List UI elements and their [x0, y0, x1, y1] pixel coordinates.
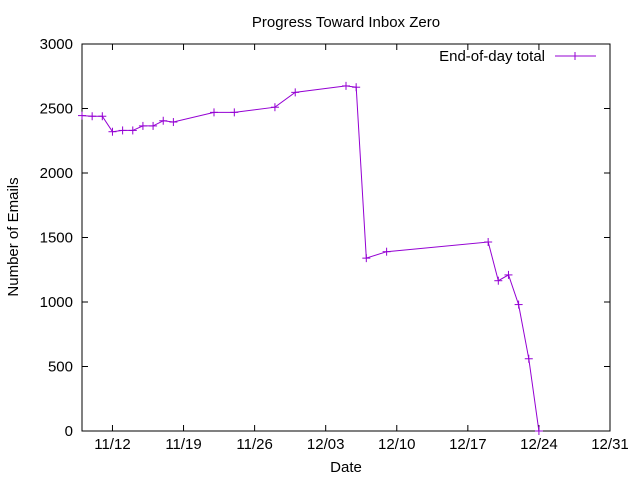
legend: End-of-day total	[439, 48, 596, 65]
series-layer	[78, 81, 543, 435]
y-tick-label: 2000	[40, 165, 73, 182]
x-tick-label: 12/10	[378, 436, 416, 453]
data-point	[270, 103, 279, 112]
data-point	[128, 126, 137, 135]
data-point	[118, 126, 127, 135]
data-point	[230, 108, 239, 117]
x-tick-label: 12/31	[591, 436, 629, 453]
data-point	[138, 121, 147, 130]
data-point	[210, 108, 218, 117]
data-point	[108, 127, 117, 136]
data-point	[98, 112, 107, 121]
data-point	[291, 88, 300, 97]
x-tick-label: 12/03	[307, 436, 345, 453]
x-tick-label: 12/24	[520, 436, 558, 453]
y-tick-label: 1000	[40, 294, 73, 311]
legend-sample	[555, 52, 596, 60]
y-axis-label: Number of Emails	[5, 177, 22, 296]
y-axis: 0 500 1000 1500 2000 2500 3000	[40, 36, 610, 440]
x-tick-label: 12/17	[449, 436, 487, 453]
data-point	[352, 83, 361, 92]
x-tick-label: 11/12	[94, 436, 130, 453]
data-point	[342, 81, 350, 90]
data-point	[149, 121, 158, 130]
data-point	[504, 270, 513, 279]
y-tick-label: 1500	[40, 230, 73, 247]
data-point	[494, 276, 503, 285]
legend-label: End-of-day total	[439, 48, 545, 65]
data-point	[534, 427, 543, 435]
data-point	[382, 247, 391, 256]
data-point	[514, 300, 523, 309]
data-point	[159, 116, 168, 125]
x-tick-label: 11/19	[165, 436, 201, 453]
data-point	[169, 118, 178, 127]
data-point	[78, 111, 86, 120]
x-tick-label: 11/26	[236, 436, 272, 453]
x-axis: 11/12 11/19 11/26 12/03 12/10 12/17 12/24 12/31	[94, 44, 629, 453]
data-point	[524, 354, 533, 363]
data-point	[88, 112, 97, 121]
data-point	[484, 238, 493, 247]
y-tick-label: 500	[48, 359, 73, 376]
y-tick-label: 2500	[40, 101, 73, 118]
x-axis-label: Date	[330, 459, 362, 476]
series-line	[81, 85, 540, 432]
chart-title: Progress Toward Inbox Zero	[252, 14, 440, 31]
y-tick-label: 0	[65, 423, 73, 440]
y-tick-label: 3000	[40, 36, 73, 53]
data-point	[362, 254, 371, 263]
